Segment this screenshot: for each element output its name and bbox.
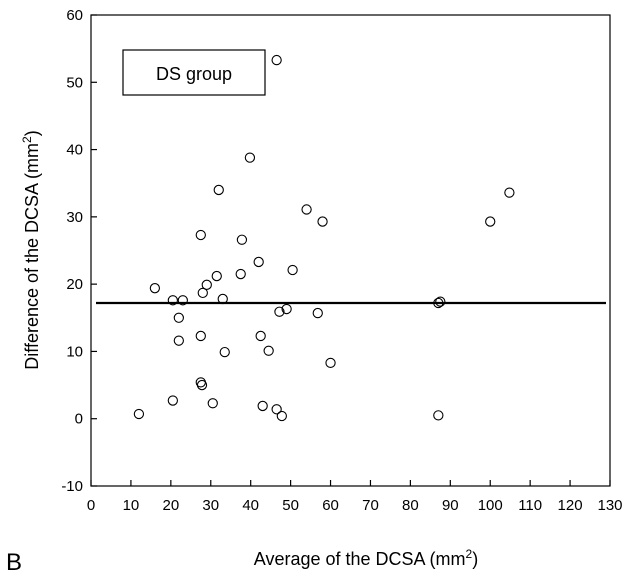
x-tick-label: 0 — [87, 497, 95, 514]
data-point — [195, 330, 206, 342]
y-tick-label: 50 — [66, 74, 83, 91]
data-point — [177, 295, 188, 306]
data-point — [287, 264, 298, 276]
y-tick-label: -10 — [61, 478, 83, 495]
y-tick-label: 60 — [66, 7, 83, 24]
x-tick-label: 110 — [518, 497, 542, 514]
x-tick-label: 50 — [282, 497, 299, 514]
data-point — [301, 204, 312, 215]
y-axis-title: Difference of the DCSA (mm2) — [20, 130, 42, 369]
x-tick-label: 40 — [242, 497, 259, 514]
data-point — [207, 398, 218, 409]
data-point — [195, 229, 206, 241]
x-axis-title: Average of the DCSA (mm2) — [254, 547, 478, 569]
data-point — [504, 187, 515, 198]
y-tick-label: 20 — [66, 276, 83, 293]
data-point — [197, 287, 208, 299]
x-tick-label: 30 — [202, 497, 219, 514]
y-tick-label: 10 — [66, 343, 83, 360]
data-point — [211, 270, 222, 282]
data-point — [167, 395, 178, 406]
panel-label: B — [6, 549, 22, 576]
data-point — [217, 293, 228, 305]
x-tick-label: 100 — [478, 497, 503, 514]
data-point — [271, 54, 282, 66]
data-point — [325, 357, 336, 369]
data-point — [201, 279, 212, 290]
legend-label: DS group — [156, 64, 232, 84]
data-point — [236, 234, 248, 245]
data-point — [196, 379, 208, 391]
data-point — [263, 345, 274, 356]
data-point — [255, 330, 266, 342]
data-point — [253, 256, 264, 268]
data-points — [133, 54, 515, 422]
y-tick-label: 30 — [66, 209, 83, 226]
data-point — [485, 216, 496, 227]
x-tick-label: 90 — [442, 497, 459, 514]
x-axis-ticks: 0 10 20 30 40 50 60 70 80 90 100 110 120 130 — [87, 480, 623, 514]
data-point — [173, 335, 184, 346]
plot-frame — [90, 14, 611, 487]
data-point — [271, 404, 282, 415]
data-point — [213, 184, 224, 196]
y-axis-ticks: -10 0 10 20 30 40 50 60 — [61, 7, 97, 495]
data-point — [244, 152, 256, 163]
data-point — [433, 297, 444, 309]
y-tick-label: 0 — [75, 411, 83, 428]
data-point — [173, 312, 184, 323]
x-tick-label: 120 — [558, 497, 583, 514]
data-point — [257, 400, 268, 412]
data-point — [317, 216, 328, 227]
y-tick-label: 40 — [66, 142, 83, 159]
data-point — [149, 283, 161, 294]
data-point — [433, 410, 444, 421]
data-point — [274, 306, 285, 317]
x-tick-label: 60 — [322, 497, 339, 514]
legend-box: DS group — [122, 49, 266, 96]
x-tick-label: 10 — [123, 497, 140, 514]
x-tick-label: 130 — [597, 497, 622, 514]
data-point — [219, 346, 230, 358]
data-point — [281, 303, 292, 315]
x-tick-label: 70 — [362, 497, 379, 514]
data-point — [167, 295, 178, 306]
data-point — [312, 307, 323, 319]
x-tick-label: 20 — [163, 497, 180, 514]
data-point — [435, 296, 446, 307]
data-point — [133, 408, 145, 420]
data-point — [276, 410, 287, 422]
data-point — [235, 268, 246, 280]
x-tick-label: 80 — [402, 497, 419, 514]
